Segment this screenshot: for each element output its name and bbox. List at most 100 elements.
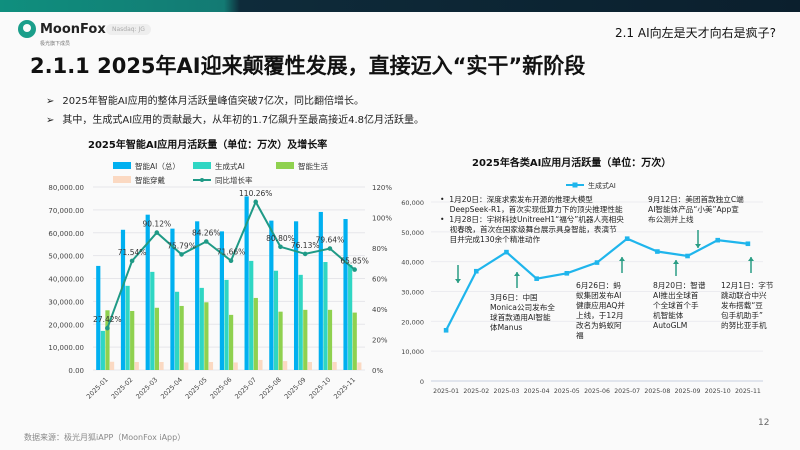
bullet-2: ➢ 其中，生成式AI应用的贡献最大，从年初的1.7亿飙升至最高接近4.8亿月活跃量… (46, 111, 424, 126)
x-tick-label: 2025-06 (584, 388, 610, 395)
x-tick-label: 2025-02 (110, 376, 135, 401)
x-tick-label: 2025-03 (134, 376, 159, 401)
y-tick-label: 20,000.00 (48, 321, 84, 329)
bar (204, 302, 209, 370)
chart-title: 2025年各类AI应用月活跃量（单位：万次） (472, 158, 672, 169)
annotation-line: AI智能体产品“小美”App宣 (648, 205, 739, 214)
annotation-line: 体Manus (490, 323, 523, 332)
genai-point (473, 268, 479, 274)
annotation-line: • 1月20日：深度求索发布开源的推理大模型 (440, 195, 593, 204)
legend-label: 同比增长率 (215, 175, 253, 185)
annotation-line: DeepSeek-R1，首次实现低算力下的顶尖推理性能 (440, 205, 623, 214)
annotation-line: 视春晚，首次在国家级舞台展示具身智能，表演节 (440, 225, 617, 234)
mau-bar-chart: 2025年智能AI应用月活跃量（单位：万次）及增长率 0.00 10,000.00… (0, 130, 400, 410)
bar (134, 361, 139, 370)
legend-label: 生成式AI (588, 181, 616, 190)
genai-point (655, 249, 660, 254)
data-label: 71.54% (118, 248, 147, 257)
bullet-text: 其中，生成式AI应用的贡献最大，从年初的1.7亿飙升至最高接近4.8亿月活跃量。 (62, 115, 424, 126)
y-tick-label: 60,000.00 (48, 230, 84, 238)
bar (224, 279, 229, 370)
annotation-line: • 1月28日：宇树科技UnitreeH1“福兮”机器人亮相央 (440, 215, 624, 224)
bar (199, 287, 204, 370)
genai-point (715, 237, 721, 243)
data-label: 90.12% (143, 220, 172, 229)
genai-point (624, 236, 630, 241)
bar (352, 312, 357, 370)
bar (249, 260, 254, 370)
genai-point (594, 260, 600, 265)
bullet-1: ➢ 2025年智能AI应用的整体月活跃量峰值突破7亿次，同比翻倍增长。 (46, 92, 364, 107)
data-label: 110.26% (239, 189, 272, 198)
page-title: 2.1.1 2025年AI迎来颠覆性发展，直接迈入“实干”新阶段 (30, 54, 586, 78)
data-label: 80.80% (266, 234, 295, 243)
annotation-line: 球首款通用AI智能 (490, 313, 551, 322)
bar (154, 307, 160, 370)
arrow-up-head (673, 260, 679, 264)
top-banner (0, 0, 800, 12)
legend-label: 智能穿戴 (135, 175, 165, 185)
bar (298, 274, 303, 370)
y-tick-label: 60,000 (401, 199, 424, 207)
x-tick-label: 2025-02 (463, 388, 489, 395)
bar (293, 221, 299, 370)
bar (170, 228, 175, 370)
annotation-aug: 8月20日：智谱 AI推出全球首 个全球首个手 机智能体 AutoGLM (653, 281, 705, 331)
arrowhead-right-icon: ➢ (46, 115, 55, 126)
nasdaq-badge: Nasdaq: JG (106, 24, 151, 35)
bar (179, 305, 184, 370)
y-tick-label: 0 (420, 378, 424, 386)
x-tick-label: 2025-06 (209, 376, 234, 401)
annotation-mar: 3月6日：中国 Monica公司发布全 球首款通用AI智能 体Manus (490, 293, 555, 333)
x-tick-label: 2025-04 (524, 388, 550, 395)
arrow-up-head (748, 257, 754, 261)
growth-rate-point (129, 258, 135, 264)
bar (174, 291, 180, 370)
bar (283, 361, 288, 370)
y-tick-label: 40,000 (401, 259, 424, 267)
logo-subtitle: 极光旗下成员 (40, 41, 71, 47)
logo-text: MoonFox (40, 21, 106, 37)
annotation-line: 个全球首个手 (653, 301, 699, 310)
bar (307, 361, 312, 370)
section-title: 2.1 AI向左是天才向右是疯子? (614, 26, 776, 40)
annotation-line: 6月26日：蚂 (576, 281, 621, 290)
annotation-line: 机智能体 (653, 311, 684, 320)
y2-tick-label: 120% (372, 184, 392, 192)
legend-label: 智能生活 (298, 161, 328, 171)
annotation-line: 目并完成130余个精准动作 (440, 235, 541, 244)
x-tick-label: 2025-07 (614, 388, 640, 395)
x-tick-label: 2025-09 (675, 388, 701, 395)
y-tick-label: 80,000.00 (48, 184, 84, 192)
growth-rate-point (154, 230, 160, 235)
chart-title: 2025年智能AI应用月活跃量（单位：万次）及增长率 (88, 140, 328, 151)
annotation-line: 包手机助手” (721, 311, 763, 320)
genai-line-chart: 2025年各类AI应用月活跃量（单位：万次） 0 10,000 20,000 30,0… (400, 150, 800, 410)
bar (244, 196, 249, 370)
data-label: 75.79% (167, 241, 196, 250)
x-tick-label: 2025-08 (258, 376, 283, 401)
y2-tick-label: 20% (372, 337, 388, 345)
page-number: 12 (758, 418, 770, 428)
bar (150, 271, 155, 370)
annotation-line: 福 (576, 331, 584, 340)
y-tick-label: 10,000.00 (48, 344, 84, 352)
legend-label: 生成式AI (215, 161, 245, 171)
bar (327, 309, 333, 370)
genai-point (504, 249, 509, 255)
bar (195, 221, 200, 370)
growth-rate-point (203, 239, 209, 244)
y-tick-label: 20,000 (401, 318, 424, 326)
growth-rate-point (278, 244, 283, 250)
bar (303, 309, 308, 370)
legend-swatch (113, 176, 131, 183)
growth-rate-point (179, 252, 184, 257)
annotation-line: 的努比亚手机 (721, 321, 767, 330)
bar (109, 361, 115, 370)
x-tick-label: 2025-05 (184, 376, 209, 401)
annotation-jan: • 1月20日：深度求索发布开源的推理大模型 DeepSeek-R1，首次实现低… (440, 195, 624, 245)
y2-tick-label: 100% (372, 215, 392, 223)
arrow-up-head (619, 257, 625, 261)
bar (269, 220, 274, 370)
x-tick-label: 2025-01 (85, 376, 110, 401)
